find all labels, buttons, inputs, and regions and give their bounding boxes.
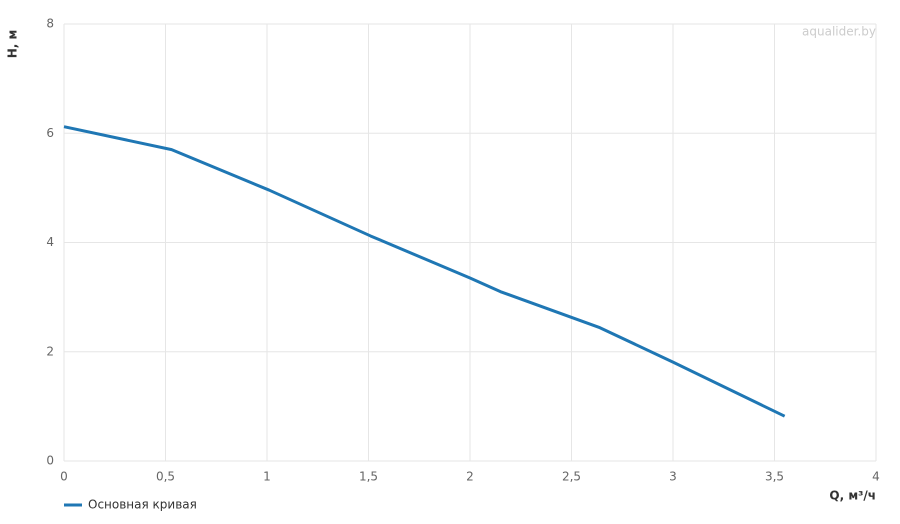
x-tick-label: 1,5 (359, 470, 378, 484)
y-tick-label: 2 (46, 344, 54, 358)
watermark: aqualider.by (802, 25, 876, 39)
y-tick-label: 4 (46, 235, 54, 249)
x-tick-label: 3,5 (765, 470, 784, 484)
y-axis-title: H, м (6, 30, 20, 59)
x-tick-label: 0,5 (156, 470, 175, 484)
y-tick-label: 8 (46, 17, 54, 31)
x-tick-label: 1 (263, 470, 271, 484)
x-axis-title: Q, м³/ч (829, 489, 876, 503)
x-tick-label: 4 (872, 470, 880, 484)
x-tick-label: 2 (466, 470, 474, 484)
x-tick-label: 3 (669, 470, 677, 484)
x-tick-label: 2,5 (562, 470, 581, 484)
line-series (63, 125, 786, 418)
legend-label: Основная кривая (88, 498, 197, 512)
y-tick-label: 0 (46, 454, 54, 468)
x-tick-label: 0 (60, 470, 68, 484)
y-tick-label: 6 (46, 126, 54, 140)
